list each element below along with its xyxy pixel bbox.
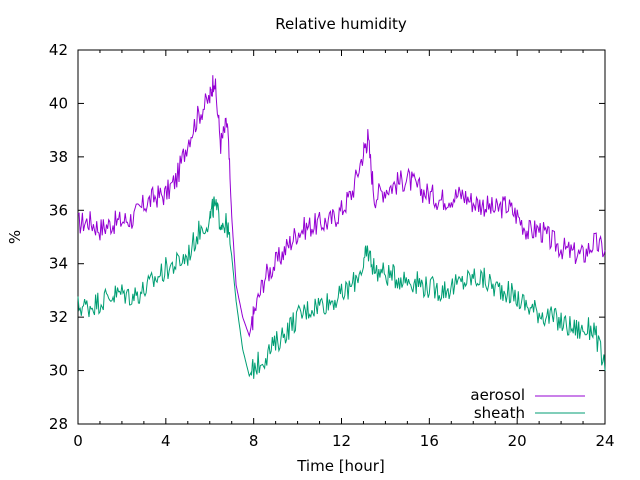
y-tick-label: 36	[49, 201, 68, 219]
legend-label-aerosol: aerosol	[470, 386, 525, 404]
x-tick-label: 4	[161, 432, 171, 450]
chart-title: Relative humidity	[275, 15, 407, 33]
y-tick-label: 34	[49, 255, 68, 273]
legend-label-sheath: sheath	[474, 404, 525, 422]
y-tick-label: 32	[49, 308, 68, 326]
x-axis-label: Time [hour]	[296, 457, 385, 475]
series-line-aerosol	[77, 75, 606, 338]
y-tick-label: 40	[49, 94, 68, 112]
x-tick-label: 20	[508, 432, 527, 450]
y-tick-labels: 28 30 32 34 36 38 40 42	[49, 41, 68, 433]
y-tick-label: 42	[49, 41, 68, 59]
y-axis-label: %	[6, 230, 24, 244]
y-tick-label: 30	[49, 362, 68, 380]
x-tick-label: 0	[73, 432, 83, 450]
legend: aerosol sheath	[470, 386, 585, 422]
x-tick-label: 16	[420, 432, 439, 450]
series-line-sheath	[77, 196, 606, 379]
x-tick-label: 12	[332, 432, 351, 450]
y-tick-label: 28	[49, 415, 68, 433]
x-tick-labels: 0 4 8 12 16 20 24	[73, 432, 614, 450]
axis-ticks	[77, 49, 606, 425]
x-tick-label: 24	[595, 432, 614, 450]
x-tick-label: 8	[249, 432, 259, 450]
series-lines	[77, 75, 606, 379]
y-tick-label: 38	[49, 148, 68, 166]
